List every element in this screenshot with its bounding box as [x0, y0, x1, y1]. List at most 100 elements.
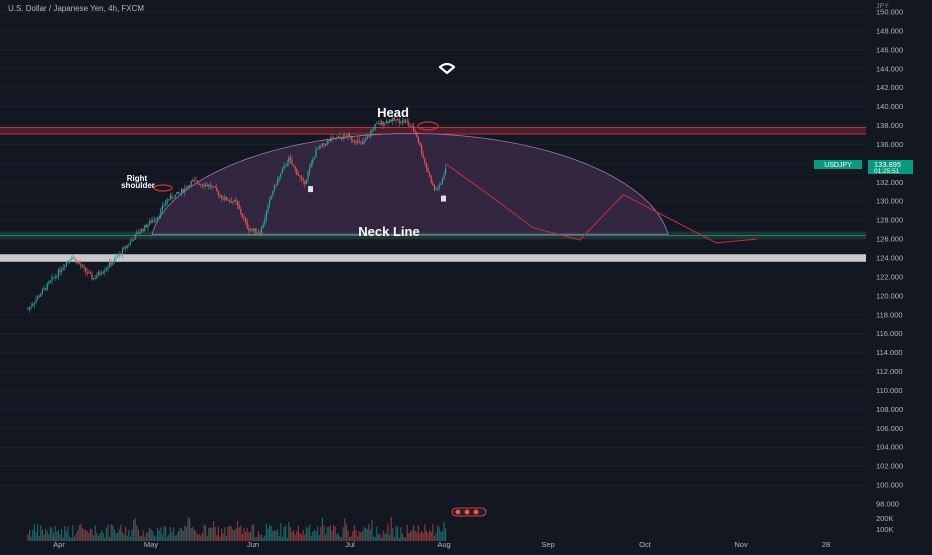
candle-body — [381, 121, 383, 125]
candle-body — [443, 174, 445, 180]
price-axis-label: 108.000 — [876, 405, 903, 414]
candle-body — [78, 262, 80, 265]
candle-body — [438, 184, 440, 189]
candle-body — [251, 229, 253, 231]
candle-body — [401, 120, 403, 123]
volume-bar — [245, 532, 247, 541]
candle-body — [435, 188, 437, 190]
volume-bar — [256, 536, 258, 541]
volume-bar — [336, 534, 338, 541]
volume-bar — [347, 530, 349, 541]
candle-body — [198, 183, 200, 185]
candle-body — [377, 123, 379, 124]
volume-bar — [152, 531, 154, 541]
location-pin-icon[interactable] — [438, 62, 456, 75]
candle-body — [176, 192, 178, 195]
volume-bar — [294, 534, 296, 541]
candle-body — [286, 162, 288, 166]
candle-body — [334, 137, 336, 140]
volume-bar — [369, 529, 371, 541]
volume-bar — [241, 533, 243, 541]
volume-bar — [349, 536, 351, 541]
candle-body — [206, 184, 208, 187]
volume-bar — [373, 536, 375, 541]
volume-bar — [416, 532, 418, 541]
volume-bar — [101, 530, 103, 541]
candle-body — [310, 162, 312, 168]
event-flag-icon[interactable] — [451, 507, 487, 517]
volume-bar — [85, 530, 87, 541]
volume-bar — [80, 523, 82, 541]
candle-body — [104, 270, 106, 272]
volume-bar — [278, 536, 280, 541]
candle-body — [281, 168, 283, 174]
volume-bar — [174, 535, 176, 541]
volume-bar — [91, 529, 93, 541]
candle-body — [193, 179, 195, 181]
price-axis-label: 150.000 — [876, 8, 903, 17]
volume-bar — [67, 526, 69, 541]
volume-bar — [232, 529, 234, 541]
candle-body — [368, 136, 370, 138]
candle-body — [97, 272, 99, 277]
candle-body — [422, 153, 424, 159]
volume-bar — [445, 528, 447, 541]
volume-bar — [93, 535, 95, 541]
volume-bar — [429, 530, 431, 541]
candle-body — [296, 169, 298, 175]
candle-body — [240, 208, 242, 214]
volume-bar — [254, 537, 256, 541]
price-badge[interactable]: USDJPY 133.895 01:25:51 — [814, 160, 913, 175]
candle-body — [361, 141, 363, 145]
volume-bar — [309, 524, 311, 541]
volume-bar — [240, 525, 242, 541]
candle-body — [166, 199, 168, 204]
volume-bar — [381, 537, 383, 541]
candle-body — [269, 199, 271, 205]
symbol-title: U.S. Dollar / Japanese Yen, 4h, FXCM — [8, 4, 145, 13]
time-axis-label: Jul — [345, 540, 355, 549]
candle-body — [365, 139, 367, 142]
volume-bar — [209, 527, 211, 541]
volume-bar — [310, 535, 312, 541]
candle-body — [152, 220, 154, 223]
candlestick-series — [27, 114, 447, 313]
candle-body — [189, 185, 191, 187]
volume-bar — [96, 533, 98, 541]
price-axis-label: 126.000 — [876, 235, 903, 244]
candle-body — [259, 232, 261, 235]
volume-bar — [27, 534, 29, 541]
volume-bar — [173, 527, 175, 541]
candle-body — [257, 232, 259, 234]
candle-body — [67, 260, 69, 263]
volume-bar — [269, 525, 271, 541]
volume-bar — [337, 533, 339, 541]
candle-body — [285, 165, 287, 167]
candle-body — [53, 277, 55, 279]
volume-bar — [200, 535, 202, 541]
volume-bar — [73, 536, 75, 541]
volume-bar — [238, 527, 240, 541]
candle-body — [305, 179, 307, 184]
candle-body — [171, 195, 173, 199]
volume-bar — [377, 534, 379, 541]
candle-body — [209, 184, 211, 187]
candle-body — [85, 267, 87, 272]
candle-body — [291, 160, 293, 165]
candle-body — [49, 280, 51, 283]
time-axis[interactable]: Apr May Jun Jul Aug Sep Oct Nov 28 — [53, 540, 830, 549]
volume-bar — [163, 525, 165, 541]
volume-bar — [176, 534, 178, 541]
candle-body — [51, 277, 53, 281]
volume-bar — [353, 524, 355, 541]
candle-body — [430, 175, 432, 184]
candle-body — [406, 120, 408, 122]
candle-body — [91, 273, 93, 280]
candle-body — [137, 232, 139, 234]
volume-bar — [110, 524, 112, 541]
candle-body — [81, 265, 83, 267]
volume-bar — [166, 536, 168, 541]
